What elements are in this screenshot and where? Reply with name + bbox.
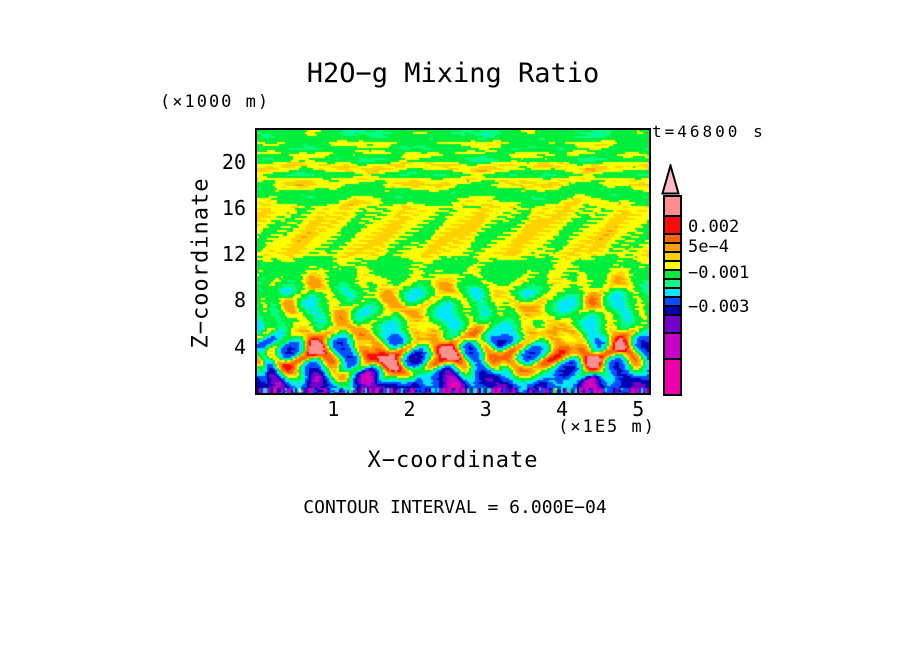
- colorbar-segment: [665, 269, 680, 278]
- y-tick-label: 12: [221, 242, 246, 267]
- y-axis-unit-label: (×1000 m): [160, 92, 271, 112]
- colorbar-arrow-icon: [661, 164, 680, 195]
- colorbar-segment: [665, 242, 680, 251]
- colorbar-segment: [665, 296, 680, 305]
- colorbar-segment: [665, 233, 680, 242]
- page-title: H2O−g Mixing Ratio: [306, 58, 600, 89]
- colorbar-tick-label: −0.001: [688, 263, 750, 283]
- y-tick-label: 20: [221, 149, 246, 174]
- colorbar-segment: [665, 260, 680, 269]
- colorbar-segment: [665, 215, 680, 233]
- plot-area: [255, 128, 651, 395]
- x-axis-unit-label: (×1E5 m): [558, 417, 656, 437]
- y-tick-label: 8: [233, 288, 246, 313]
- colorbar-segment: [665, 278, 680, 287]
- x-tick-label: 5: [632, 397, 645, 421]
- colorbar-segment: [665, 314, 680, 332]
- colorbar: [663, 195, 682, 396]
- x-tick-label: 4: [556, 397, 569, 421]
- time-annotation: t=46800 s: [652, 122, 766, 141]
- x-tick-label: 3: [479, 397, 492, 421]
- x-tick-label: 1: [327, 397, 340, 421]
- colorbar-segment: [665, 305, 680, 314]
- x-tick-label: 2: [403, 397, 416, 421]
- colorbar-segment: [665, 197, 680, 215]
- colorbar-tick-label: 5e−4: [688, 237, 729, 257]
- colorbar-tick-label: 0.002: [688, 217, 740, 237]
- colorbar-tick-label: −0.003: [688, 297, 750, 317]
- colorbar-segment: [665, 251, 680, 260]
- colorbar-segment: [665, 287, 680, 296]
- y-tick-label: 4: [233, 334, 246, 359]
- contour-interval-annotation: CONTOUR INTERVAL = 6.000E−04: [303, 497, 607, 518]
- colorbar-segment: [665, 358, 680, 394]
- colorbar-segment: [665, 332, 680, 358]
- y-tick-label: 16: [221, 195, 246, 220]
- contour-field-canvas: [257, 130, 649, 393]
- x-axis-title: X−coordinate: [367, 448, 539, 473]
